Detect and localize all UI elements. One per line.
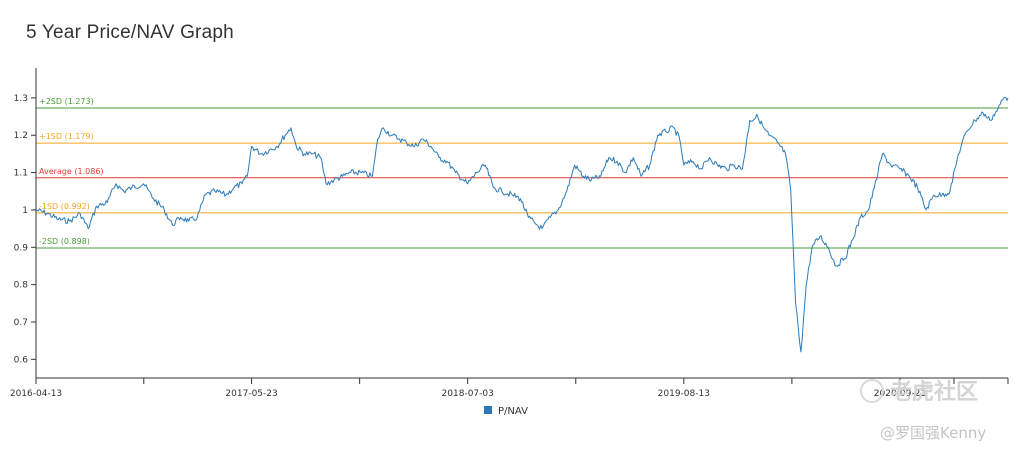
y-tick-label-6: 1.2 (14, 131, 28, 141)
legend-swatch-0[interactable] (484, 406, 492, 414)
reference-label-4: -2SD (0.898) (39, 237, 90, 246)
reference-label-1: +1SD (1.179) (39, 132, 94, 141)
x-tick-label-1: 2017-05-23 (225, 389, 277, 399)
y-tick-label-3: 0.9 (14, 243, 29, 253)
y-tick-label-4: 1 (22, 206, 28, 216)
series-line-0 (36, 97, 1008, 352)
x-tick-label-2: 2018-07-03 (442, 389, 494, 399)
x-tick-label-0: 2016-04-13 (10, 389, 62, 399)
y-tick-label-1: 0.7 (14, 318, 28, 328)
legend-label-0[interactable]: P/NAV (498, 406, 528, 417)
y-tick-label-5: 1.1 (14, 169, 28, 179)
y-tick-label-7: 1.3 (14, 94, 28, 104)
reference-label-0: +2SD (1.273) (39, 97, 94, 106)
y-tick-label-2: 0.8 (14, 281, 29, 291)
legend[interactable]: P/NAV (484, 406, 528, 417)
x-tick-label-3: 2019-08-13 (658, 389, 710, 399)
y-tick-label-0: 0.6 (14, 355, 29, 365)
axes: 0.6 0.7 0.8 0.9 1 1.1 1.2 1.3 2016-04-13 2017-05-… (10, 68, 1008, 399)
watermark-brand: 老虎社区 (889, 379, 978, 405)
series-layer (36, 97, 1008, 352)
reference-label-3: -1SD (0.992) (39, 202, 90, 211)
watermark-user: @罗国强Kenny (880, 424, 986, 442)
reference-lines: +2SD (1.273) +1SD (1.179) Average (1.086) -… (36, 97, 1008, 248)
reference-label-2: Average (1.086) (39, 167, 104, 176)
